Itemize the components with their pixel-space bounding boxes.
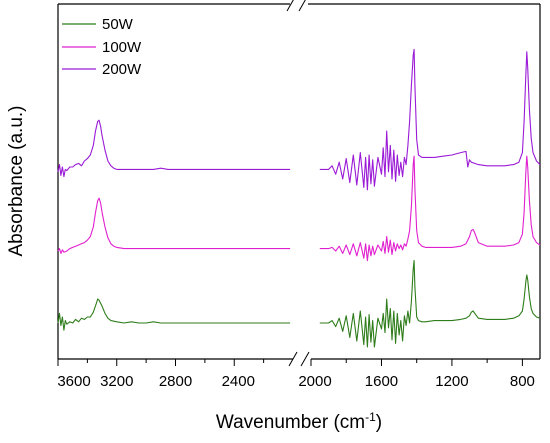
series-50w-left: [57, 298, 291, 331]
axis-break-bottom: [288, 351, 310, 367]
series-200w-left: [57, 119, 291, 178]
x-tick-label-800: 800: [510, 373, 535, 390]
series-200w-right: [319, 48, 541, 191]
y-axis-title: Absorbance (a.u.): [6, 105, 27, 256]
series-100w-left: [57, 197, 291, 254]
legend: 50W 100W 200W: [62, 16, 142, 78]
x-tick-label-3200: 3200: [100, 373, 133, 390]
x-axis-title: Wavenumber (cm-1): [216, 410, 382, 433]
legend-label-50w: 50W: [102, 16, 134, 33]
series-50w-right: [319, 260, 541, 348]
x-tick-label-1600: 1600: [365, 373, 398, 390]
series-100w-right: [319, 155, 541, 262]
axis-break-top: [286, 0, 306, 12]
axes: [57, 0, 541, 367]
x-tick-label-1200: 1200: [435, 373, 468, 390]
legend-label-200w: 200W: [102, 61, 142, 78]
x-tick-labels: 3600 3200 2800 2400 2000 1600 1200 800: [57, 373, 535, 390]
x-tick-label-2000: 2000: [298, 373, 331, 390]
x-tick-label-2400: 2400: [222, 373, 255, 390]
x-tick-label-3600: 3600: [57, 373, 90, 390]
x-ticks: [57, 359, 523, 366]
legend-label-100w: 100W: [102, 39, 142, 56]
series-group: [57, 48, 541, 348]
x-tick-label-2800: 2800: [159, 373, 192, 390]
